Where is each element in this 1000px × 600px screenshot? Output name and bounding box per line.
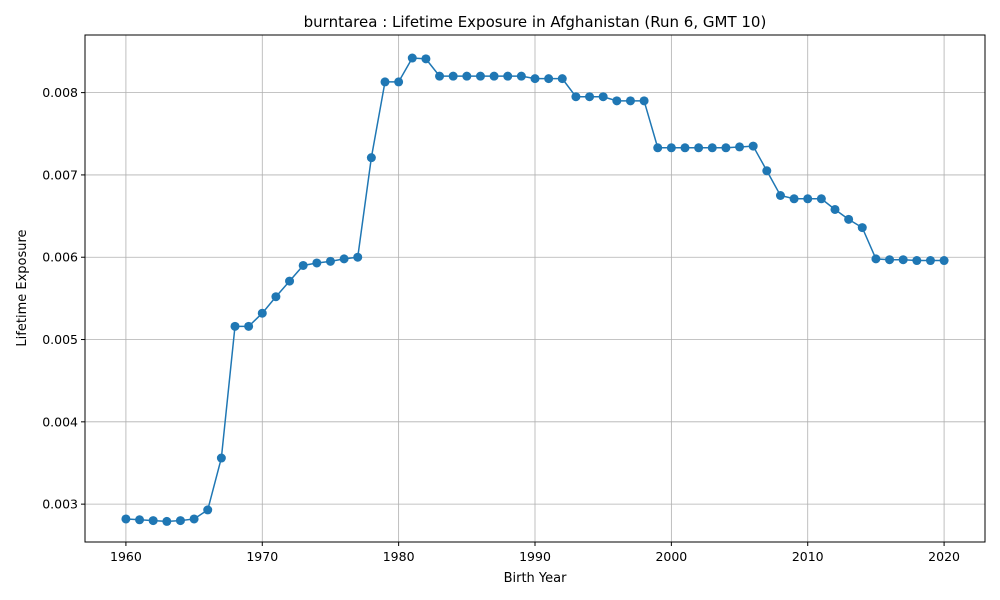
x-tick-label: 1960 [110,549,142,564]
chart-title: burntarea : Lifetime Exposure in Afghani… [304,13,767,31]
data-point [639,96,649,106]
x-tick-label: 1980 [383,549,415,564]
data-point [775,190,785,200]
data-point [298,260,308,270]
y-axis-ticks: 0.003 0.004 0.005 0.006 0.007 0.008 [42,85,85,512]
data-point [380,77,390,87]
data-point [503,71,513,81]
data-point [625,96,635,106]
y-tick-label: 0.008 [42,85,78,100]
data-point [585,92,595,102]
data-point [516,71,526,81]
x-axis-ticks: 1960 1970 1980 1990 2000 2010 2020 [110,542,960,564]
data-point [680,143,690,153]
data-point [325,256,335,266]
data-point [475,71,485,81]
data-point [898,255,908,265]
data-point [789,194,799,204]
data-point [216,453,226,463]
y-tick-label: 0.007 [42,167,78,182]
y-axis-title: Lifetime Exposure [15,229,30,346]
data-point [721,143,731,153]
data-point [653,143,663,153]
data-point [366,153,376,163]
data-point [312,258,322,268]
y-tick-label: 0.004 [42,414,78,429]
data-point [762,166,772,176]
data-point [435,71,445,81]
data-point [175,516,185,526]
data-point [612,96,622,106]
data-point [285,276,295,286]
data-point [830,204,840,214]
x-tick-label: 1970 [246,549,278,564]
data-point [666,143,676,153]
data-point [598,92,608,102]
data-point [857,223,867,233]
x-tick-label: 2010 [792,549,824,564]
grid-lines [85,35,985,542]
data-point [394,77,404,87]
data-point [121,514,131,524]
data-point [803,194,813,204]
y-tick-label: 0.006 [42,250,78,265]
data-point [544,74,554,84]
data-point [557,74,567,84]
data-point [939,256,949,266]
data-point [162,516,172,526]
y-tick-label: 0.005 [42,332,78,347]
data-point [135,515,145,525]
data-point [189,514,199,524]
plot-frame [84,34,986,543]
data-point [448,71,458,81]
data-point [885,255,895,265]
data-point [816,194,826,204]
x-axis-title: Birth Year [504,571,568,586]
data-point [203,505,213,515]
series-markers [121,53,949,526]
data-point [707,143,717,153]
data-point [489,71,499,81]
data-point [925,256,935,266]
data-point [912,256,922,266]
data-point [571,92,581,102]
y-tick-label: 0.003 [42,497,78,512]
data-point [871,254,881,264]
x-tick-label: 2020 [928,549,960,564]
data-point [407,53,417,63]
data-point [530,74,540,84]
x-tick-label: 2000 [655,549,687,564]
data-point [694,143,704,153]
data-point [230,321,240,331]
data-point [353,252,363,262]
data-point [148,516,158,526]
data-point [421,54,431,64]
data-point [271,292,281,302]
data-point [339,254,349,264]
x-tick-label: 1990 [519,549,551,564]
data-point [244,321,254,331]
data-point [735,142,745,152]
data-point [462,71,472,81]
data-point [257,308,267,318]
data-point [748,141,758,151]
data-point [844,214,854,224]
